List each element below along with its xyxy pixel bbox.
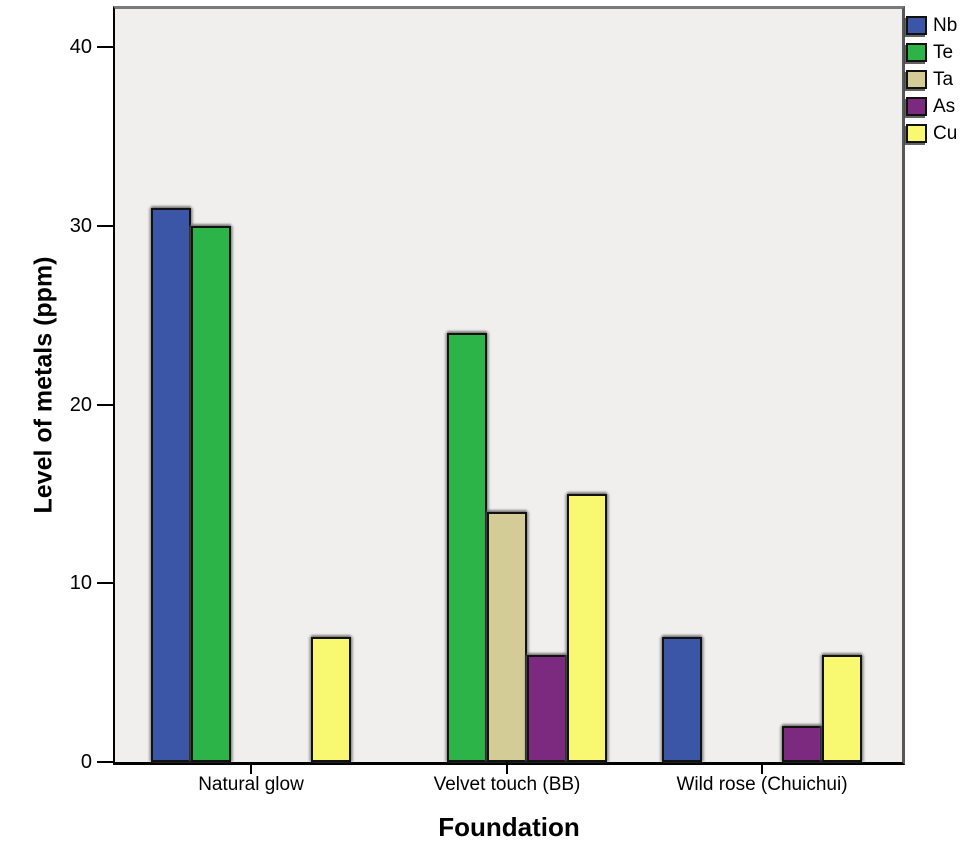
legend-item-Te: Te: [906, 39, 953, 66]
legend-label-Te: Te: [933, 42, 954, 63]
bar-Nb-2: [662, 637, 702, 762]
legend-swatch-Nb: [906, 16, 927, 35]
legend-item-Nb: Nb: [906, 12, 957, 39]
x-axis-title: Foundation: [438, 812, 580, 842]
legend-swatch-Cu: [906, 124, 927, 143]
bar-As-2: [782, 726, 822, 762]
bars-layer: [115, 9, 902, 762]
y-tick-label-0: 0: [80, 751, 92, 773]
x-tick-mark-2: [761, 762, 763, 774]
legend-item-Cu: Cu: [906, 120, 957, 147]
y-tick-mark-0: [97, 761, 113, 763]
bar-As-1: [527, 655, 567, 762]
y-tick-mark-40: [97, 46, 113, 48]
legend-label-Ta: Ta: [933, 69, 954, 90]
legend-label-Nb: Nb: [933, 15, 958, 36]
bar-Ta-1: [487, 512, 527, 762]
y-tick-mark-10: [97, 582, 113, 584]
y-tick-mark-30: [97, 225, 113, 227]
y-tick-label-40: 40: [69, 36, 92, 58]
legend-item-As: As: [906, 93, 955, 120]
y-tick-label-30: 30: [69, 215, 92, 237]
y-axis-title: Level of metals (ppm): [29, 256, 58, 514]
y-tick-label-10: 10: [69, 572, 92, 594]
x-tick-mark-0: [250, 762, 252, 774]
bar-Nb-0: [151, 208, 191, 762]
y-tick-label-20: 20: [69, 394, 92, 416]
legend-label-Cu: Cu: [933, 123, 958, 144]
bar-Te-1: [447, 333, 487, 762]
bar-Cu-2: [822, 655, 862, 762]
y-tick-mark-20: [97, 404, 113, 406]
x-tick-mark-1: [506, 762, 508, 774]
legend-swatch-As: [906, 97, 927, 116]
legend-swatch-Ta: [906, 70, 927, 89]
legend-item-Ta: Ta: [906, 66, 953, 93]
legend-swatch-Te: [906, 43, 927, 62]
x-category-label-0: Natural glow: [198, 774, 304, 795]
x-category-label-1: Velvet touch (BB): [433, 774, 581, 795]
bar-Cu-0: [311, 637, 351, 762]
bar-Te-0: [191, 226, 231, 762]
x-category-label-2: Wild rose (Chuichui): [676, 774, 848, 795]
bar-Cu-1: [567, 494, 607, 762]
legend-label-As: As: [933, 96, 956, 117]
